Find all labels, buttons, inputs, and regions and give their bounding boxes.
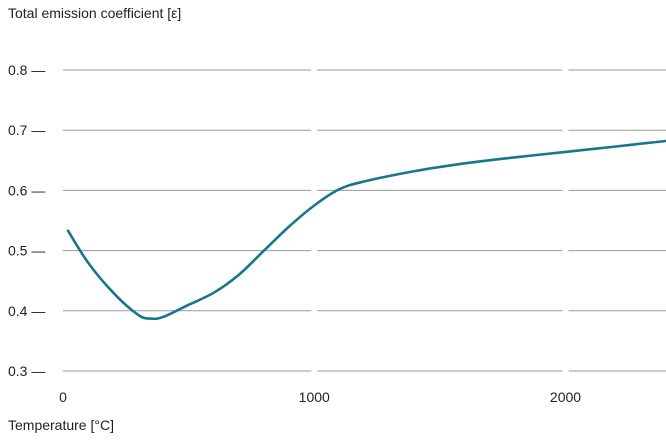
y-tick-label-1: 0.4 — — [8, 303, 45, 319]
x-tick-label-1: 1000 — [299, 389, 330, 405]
grid-lines — [63, 67, 666, 374]
y-tick-label-3: 0.6 — — [8, 182, 45, 198]
y-tick-label-4: 0.7 — — [8, 122, 45, 138]
x-tick-label-0: 0 — [59, 389, 67, 405]
y-tick-label-5: 0.8 — — [8, 62, 45, 78]
x-tick-label-2: 2000 — [550, 389, 581, 405]
y-axis-title: Total emission coefficient [ε] — [8, 5, 182, 21]
x-gap-1 — [311, 67, 318, 374]
y-tick-label-0: 0.3 — — [8, 363, 45, 379]
y-tick-label-2: 0.5 — — [8, 243, 45, 259]
x-axis-title: Temperature [°C] — [8, 417, 114, 433]
x-gap-2 — [562, 67, 569, 374]
emission-curve — [66, 139, 666, 321]
tick-labels: 0.3 — 0.4 — 0.5 — 0.6 — 0.7 — 0.8 — 0 1000 2000 — [8, 62, 581, 405]
